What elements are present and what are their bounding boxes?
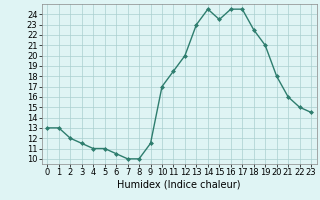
X-axis label: Humidex (Indice chaleur): Humidex (Indice chaleur) bbox=[117, 180, 241, 190]
